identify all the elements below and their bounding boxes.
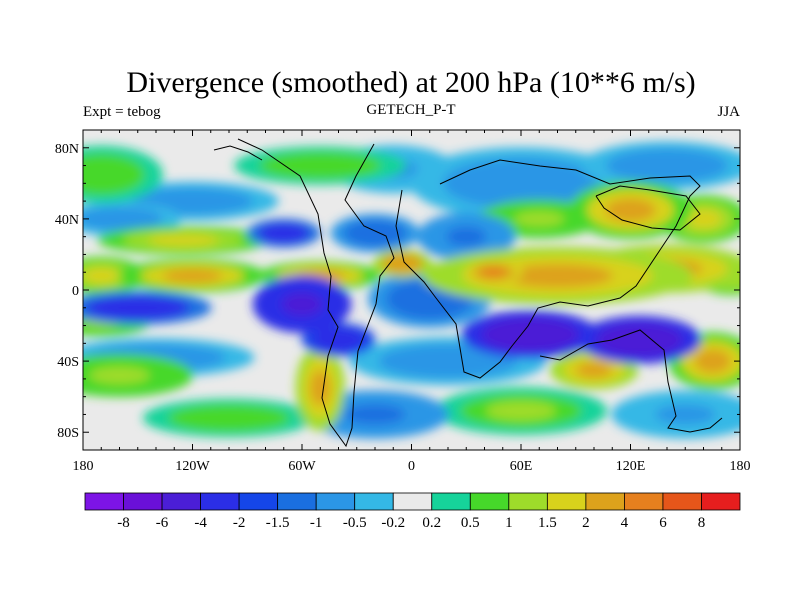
field-core [344, 404, 406, 425]
field-core [575, 362, 613, 378]
field-core [107, 300, 168, 315]
plot-area [83, 130, 740, 450]
y-tick-label: 40N [55, 213, 79, 228]
field-core [485, 401, 557, 421]
eastern-landmass-coastline [595, 185, 701, 231]
y-tick-label: 40S [57, 355, 79, 370]
field-core [83, 162, 127, 187]
coastlines [213, 138, 723, 448]
x-tick-label: 120E [616, 459, 646, 474]
field-core [268, 227, 299, 239]
colorbar-swatch [585, 492, 625, 511]
field-core [404, 287, 455, 311]
polar-coastline [213, 145, 263, 161]
field-core [502, 324, 559, 345]
colorbar-label: -4 [194, 515, 207, 531]
colorbar-swatch [662, 492, 702, 511]
field-core [514, 211, 565, 227]
africa-eurasia-coastline [395, 159, 701, 379]
colorbar-swatch [546, 492, 587, 511]
divergence-field [83, 141, 740, 439]
x-tick-label: 60W [288, 459, 316, 474]
colorbar-label: 4 [621, 515, 629, 531]
field-core [605, 198, 656, 222]
x-tick-label: 0 [408, 459, 415, 474]
field-core [502, 264, 613, 288]
colorbar-label: 0.5 [461, 515, 480, 531]
colorbar-label: -8 [117, 515, 130, 531]
experiment-label: Expt = tebog [83, 104, 161, 120]
colorbar-swatch [161, 492, 201, 511]
colorbar-label: 2 [582, 515, 590, 531]
field-core [193, 410, 265, 426]
x-axis: 180 120W 60W 0 60E 120E 180 [73, 130, 751, 474]
colorbar-label: -1 [310, 515, 323, 531]
x-tick-label: 180 [73, 459, 94, 474]
x-tick-label: 180 [730, 459, 751, 474]
field-core [655, 404, 716, 425]
field-core [148, 234, 219, 247]
colorbar-swatch [431, 492, 471, 511]
y-tick-label: 80S [57, 426, 79, 441]
colorbar-label: -2 [233, 515, 246, 531]
colorbar-swatch [701, 492, 741, 511]
colorbar-label: 1.5 [538, 515, 557, 531]
colorbar-label: 0.2 [422, 515, 441, 531]
colorbar-swatch [354, 492, 394, 511]
colorbar-swatch [200, 492, 240, 511]
field-core [407, 351, 489, 371]
y-tick-label: 0 [72, 284, 79, 299]
model-label: GETECH_P-T [366, 102, 455, 118]
field-core [481, 267, 506, 278]
field-core [356, 225, 394, 241]
x-tick-label: 120W [175, 459, 210, 474]
season-label: JJA [717, 104, 740, 120]
colorbar-swatch [277, 492, 317, 511]
americas-coastline [237, 138, 395, 448]
colorbar-swatch [315, 492, 356, 511]
colorbar-swatch [123, 492, 163, 511]
colorbar-label: -0.2 [381, 515, 405, 531]
chart-title: Divergence (smoothed) at 200 hPa (10**6 … [126, 66, 695, 99]
field-core [89, 366, 150, 385]
southern-continent-coastline [539, 329, 723, 433]
colorbar-label: 1 [505, 515, 513, 531]
colorbar-swatch [508, 492, 548, 511]
field-core [446, 226, 487, 247]
field-core [310, 370, 331, 406]
field-core [94, 212, 145, 226]
colorbar-swatch [84, 492, 124, 511]
colorbar-swatch [238, 492, 279, 511]
field-core [323, 332, 354, 347]
colorbar: -8 -6 -4 -2 -1.5 -1 -0.5 -0.2 0.2 0.5 1 1.5 2 4 6 8 [84, 492, 741, 531]
colorbar-swatch [392, 492, 433, 511]
field-core [162, 268, 223, 283]
colorbar-label: 6 [659, 515, 667, 531]
field-core [685, 209, 722, 229]
field-core [83, 267, 120, 284]
colorbar-swatch [624, 492, 664, 511]
field-core [285, 157, 356, 174]
field-core [694, 349, 731, 373]
field-core [631, 155, 703, 176]
colorbar-label: -0.5 [343, 515, 367, 531]
colorbar-label: -6 [156, 515, 169, 531]
colorbar-swatch [469, 492, 510, 511]
x-tick-label: 60E [510, 459, 533, 474]
field-core [390, 257, 415, 270]
colorbar-label: 8 [698, 515, 706, 531]
field-core [614, 330, 665, 350]
y-axis: 80N 40N 0 40S 80S [55, 142, 740, 441]
y-tick-label: 80N [55, 142, 79, 157]
field-core [281, 292, 323, 316]
colorbar-label: -1.5 [266, 515, 290, 531]
field-core [475, 168, 567, 198]
field-core [157, 193, 228, 209]
